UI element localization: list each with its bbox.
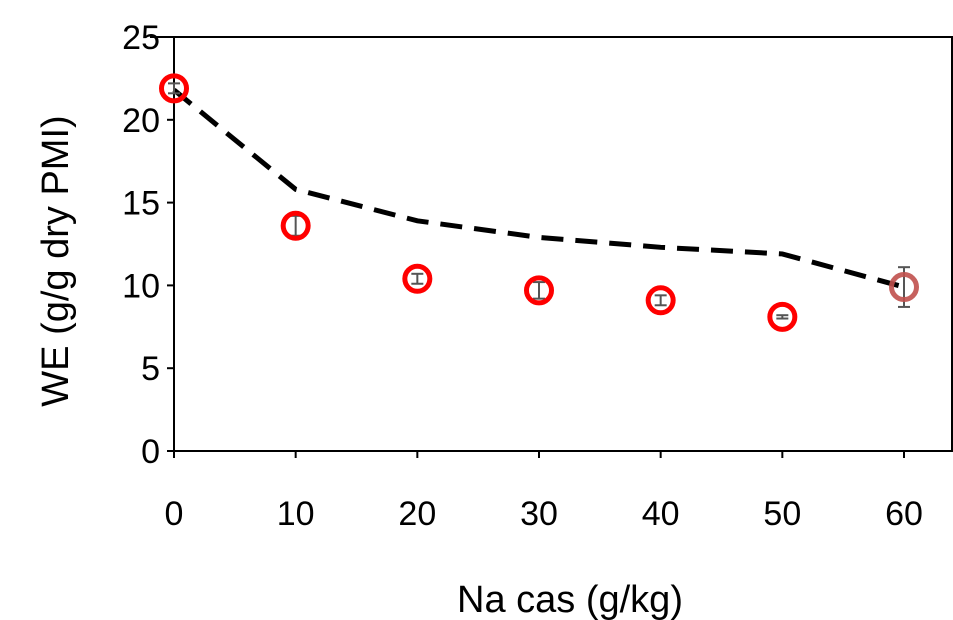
data-point [402, 263, 433, 294]
x-tick-label: 0 [165, 495, 184, 533]
x-axis-title: Na cas (g/kg) [457, 579, 683, 620]
x-tick-labels: 0 10 20 30 40 50 60 [165, 495, 923, 533]
data-point [524, 275, 554, 306]
data-point [280, 210, 311, 241]
y-tick-labels: 0 5 10 15 20 25 [122, 19, 160, 471]
marker-series [159, 73, 919, 332]
x-tick-label: 30 [520, 495, 558, 533]
data-point [889, 272, 919, 303]
dashed-series-line [172, 88, 905, 290]
data-point [767, 301, 798, 332]
y-tick-label: 15 [122, 185, 160, 223]
y-tick-label: 10 [122, 267, 160, 305]
error-bars [168, 82, 910, 320]
data-point [159, 73, 189, 104]
x-tick-label: 60 [885, 495, 923, 533]
y-axis-title: WE (g/g dry PMI) [35, 115, 77, 406]
x-tick-label: 40 [642, 495, 680, 533]
data-point [645, 285, 676, 316]
dashed-series [172, 88, 905, 290]
x-tick-label: 10 [277, 495, 315, 533]
y-tick-label: 20 [122, 102, 160, 140]
y-tick-label: 0 [141, 433, 160, 471]
axis-ticks [167, 36, 905, 458]
x-tick-label: 50 [763, 495, 801, 533]
y-tick-label: 5 [141, 350, 160, 388]
x-tick-label: 20 [398, 495, 436, 533]
y-tick-label: 25 [122, 19, 160, 57]
